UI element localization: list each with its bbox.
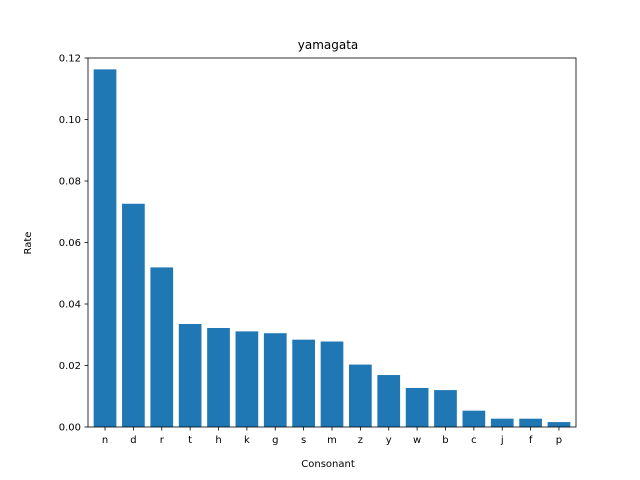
bar-h — [207, 327, 230, 427]
x-tick-label: w — [413, 435, 421, 446]
x-tick-label: n — [102, 435, 108, 446]
bar-k — [235, 331, 259, 427]
bar-t — [178, 323, 202, 427]
bar-s — [292, 339, 315, 427]
plot-frame — [87, 57, 577, 428]
x-tick-label: m — [327, 435, 337, 446]
y-tick-label: 0.02 — [59, 361, 81, 372]
bar-m — [320, 341, 344, 427]
bar-b — [434, 390, 457, 427]
x-tick-label: h — [215, 435, 221, 446]
y-tick-label: 0.00 — [59, 423, 81, 434]
bar-y — [377, 375, 401, 427]
y-axis-label: Rate — [23, 232, 34, 255]
y-tick-label: 0.08 — [59, 177, 81, 188]
y-tick-label: 0.06 — [59, 238, 81, 249]
x-tick-label: f — [529, 435, 533, 446]
bars-group — [93, 69, 571, 427]
y-tick-label: 0.04 — [59, 300, 81, 311]
x-tick-label: b — [442, 435, 448, 446]
bar-z — [349, 364, 372, 427]
x-tick-label: c — [471, 435, 477, 446]
x-tick-label: p — [556, 435, 562, 446]
bar-r — [150, 267, 174, 427]
y-ticks-group: 0.00 0.02 0.04 0.06 0.08 0.10 0.12 — [59, 54, 88, 434]
bar-d — [122, 203, 145, 427]
x-tick-label: z — [358, 435, 363, 446]
x-tick-label: t — [188, 435, 192, 446]
x-tick-label: g — [272, 435, 278, 446]
x-axis-label: Consonant — [301, 459, 355, 470]
bar-w — [405, 387, 429, 427]
x-tick-label: k — [244, 435, 250, 446]
x-tick-label: s — [301, 435, 306, 446]
x-tick-label: y — [386, 435, 392, 446]
bar-j — [490, 418, 514, 427]
bar-f — [519, 418, 542, 427]
bar-n — [93, 69, 117, 427]
bar-c — [462, 410, 486, 427]
bar-p — [547, 422, 571, 427]
x-tick-label: j — [500, 435, 504, 446]
y-tick-label: 0.10 — [59, 115, 81, 126]
bar-g — [263, 333, 287, 427]
chart-title: yamagata — [298, 38, 359, 52]
x-tick-label: r — [160, 435, 165, 446]
x-tick-label: d — [130, 435, 136, 446]
y-tick-label: 0.12 — [59, 54, 81, 65]
